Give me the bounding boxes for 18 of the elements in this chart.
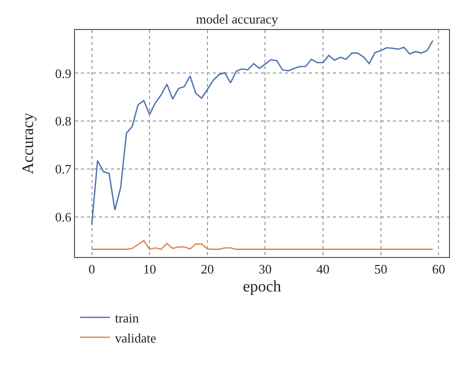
- x-tick-label: 40: [316, 262, 330, 277]
- x-tick-label: 60: [432, 262, 446, 277]
- y-tick-label: 0.9: [55, 66, 72, 81]
- x-tick-label: 10: [143, 262, 156, 277]
- y-axis-title: Accuracy: [20, 112, 37, 174]
- x-tick-label: 30: [258, 262, 272, 277]
- x-axis-title: epoch: [242, 278, 282, 296]
- chart-title: model accuracy: [196, 12, 278, 27]
- line-series: [91, 40, 434, 226]
- legend-label: train: [115, 310, 140, 326]
- legend-label: validate: [115, 330, 156, 346]
- x-tick-label: 20: [200, 262, 214, 277]
- x-tick-label: 0: [88, 262, 96, 277]
- y-tick-label: 0.6: [55, 210, 72, 225]
- x-tick-label: 50: [374, 262, 388, 277]
- y-tick-label: 0.7: [55, 162, 72, 177]
- line-series: [91, 240, 434, 250]
- y-tick-label: 0.8: [55, 114, 72, 129]
